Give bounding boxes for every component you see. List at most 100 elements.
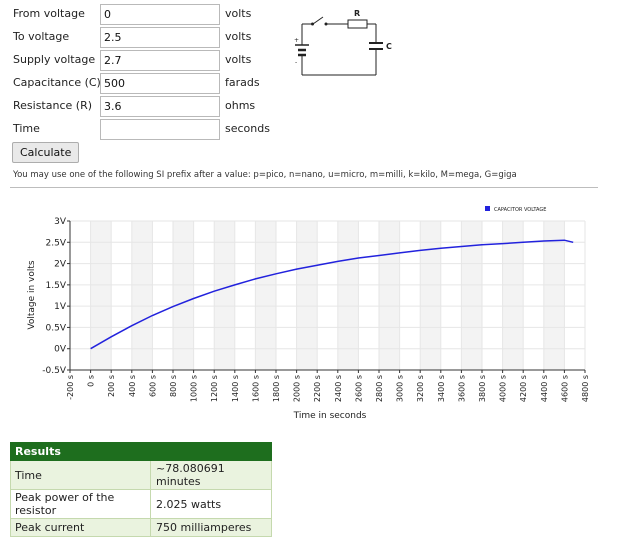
result-value: 750 milliamperes [150, 518, 272, 537]
supply-voltage-row: Supply voltage volts [0, 50, 300, 73]
result-label: Peak power of the resistor [10, 489, 151, 519]
resistance-input[interactable] [100, 96, 220, 117]
voltage-chart: -0.5V 0V 0.5V 1V 1.5V 2V 2.5V 3V -200 s 0 s 200 s… [27, 206, 590, 421]
x-tick-label: 4200 s [519, 375, 528, 402]
x-tick-label: 4800 s [581, 375, 590, 402]
y-tick-label: 0V [54, 345, 67, 355]
results-table: Results Time ~78.080691 minutes Peak pow… [10, 442, 272, 537]
time-row: Time seconds [0, 119, 300, 142]
minus-sign: - [295, 59, 297, 66]
x-tick-label: 2800 s [375, 375, 384, 402]
series-line-0 [90, 239, 574, 350]
table-row: Time ~78.080691 minutes [10, 460, 272, 490]
si-prefix-hint: You may use one of the following SI pref… [13, 170, 517, 180]
plot-band [337, 221, 359, 370]
switch-contact [324, 22, 328, 26]
x-tick-label: 1000 s [190, 375, 199, 402]
chart-axes [69, 221, 585, 371]
from-voltage-label: From voltage [13, 7, 85, 20]
x-tick-label: 3000 s [396, 375, 405, 402]
y-axis-ticks: -0.5V 0V 0.5V 1V 1.5V 2V 2.5V 3V [42, 217, 70, 376]
to-voltage-row: To voltage volts [0, 27, 300, 50]
results-header: Results [10, 442, 272, 461]
y-tick-label: 1V [54, 302, 67, 312]
y-tick-label: 2V [54, 260, 67, 270]
x-tick-label: 0 s [87, 375, 96, 387]
switch-symbol [312, 16, 324, 25]
result-value: ~78.080691 minutes [150, 460, 272, 490]
plot-band [502, 221, 524, 370]
plot-band [131, 221, 153, 370]
capacitance-input[interactable] [100, 73, 220, 94]
plot-area [70, 221, 585, 370]
x-tick-label: 1600 s [251, 375, 260, 402]
x-axis-ticks: -200 s 0 s 200 s 400 s 600 s 800 s 1000 s 1200 … [66, 370, 590, 402]
capacitance-row: Capacitance (C) farads [0, 73, 300, 96]
chart-background [70, 221, 585, 370]
from-voltage-input[interactable] [100, 4, 220, 25]
x-tick-label: 4400 s [540, 375, 549, 402]
x-tick-label: 4000 s [499, 375, 508, 402]
x-tick-label: 2400 s [334, 375, 343, 402]
result-label: Peak current [10, 518, 151, 537]
time-input[interactable] [100, 119, 220, 140]
result-label: Time [10, 460, 151, 490]
plot-band [420, 221, 441, 370]
to-voltage-label: To voltage [13, 30, 70, 43]
supply-voltage-input[interactable] [100, 50, 220, 71]
resistance-label: Resistance (R) [13, 99, 92, 112]
table-row: Peak power of the resistor 2.025 watts [10, 489, 272, 519]
y-tick-label: 1.5V [46, 281, 67, 291]
x-tick-label: -200 s [66, 375, 75, 400]
legend-label: CAPACITOR VOLTAGE [494, 207, 546, 213]
capacitance-label: Capacitance (C) [13, 76, 101, 89]
x-tick-label: 1800 s [272, 375, 281, 402]
y-tick-label: 3V [54, 217, 67, 227]
x-tick-label: 2600 s [354, 375, 363, 402]
plot-band [214, 221, 235, 370]
resistor-symbol [347, 19, 368, 29]
y-tick-label: 0.5V [46, 323, 67, 333]
time-unit: seconds [225, 122, 270, 135]
resistance-unit: ohms [225, 99, 256, 112]
y-axis-label: Voltage in volts [27, 260, 37, 330]
y-tick-label: 2.5V [46, 238, 67, 248]
x-tick-label: 400 s [128, 375, 137, 397]
supply-voltage-unit: volts [225, 53, 252, 66]
plot-band [173, 221, 194, 370]
plus-sign: + [294, 37, 299, 44]
supply-voltage-label: Supply voltage [13, 53, 96, 66]
resistance-row: Resistance (R) ohms [0, 96, 300, 119]
legend-swatch [485, 206, 490, 211]
from-voltage-unit: volts [225, 7, 252, 20]
x-tick-label: 4600 s [560, 375, 569, 402]
x-tick-label: 1400 s [231, 375, 240, 402]
result-value: 2.025 watts [150, 489, 272, 519]
plot-band [255, 221, 276, 370]
x-tick-label: 2000 s [293, 375, 302, 402]
plot-band [543, 221, 565, 370]
x-tick-label: 2200 s [313, 375, 322, 402]
y-tick-label: -0.5V [42, 366, 67, 376]
x-tick-label: 3400 s [437, 375, 446, 402]
to-voltage-input[interactable] [100, 27, 220, 48]
plot-band [461, 221, 482, 370]
divider [10, 187, 598, 188]
chart-grid [69, 220, 586, 371]
plot-band [90, 221, 112, 370]
capacitor-label: C [386, 42, 392, 51]
resistor-label: R [354, 9, 360, 18]
plot-band [379, 221, 400, 370]
from-voltage-row: From voltage volts [0, 4, 300, 27]
table-row: Peak current 750 milliamperes [10, 518, 272, 537]
x-tick-label: 200 s [107, 375, 116, 397]
x-tick-label: 800 s [169, 375, 178, 397]
x-tick-label: 3200 s [416, 375, 425, 402]
x-tick-label: 1200 s [210, 375, 219, 402]
switch-contact [311, 22, 314, 26]
plot-band [296, 221, 318, 370]
rc-circuit-diagram: R C + - [294, 9, 392, 76]
to-voltage-unit: volts [225, 30, 252, 43]
calculate-button[interactable]: Calculate [12, 142, 80, 163]
x-tick-label: 600 s [148, 375, 157, 397]
